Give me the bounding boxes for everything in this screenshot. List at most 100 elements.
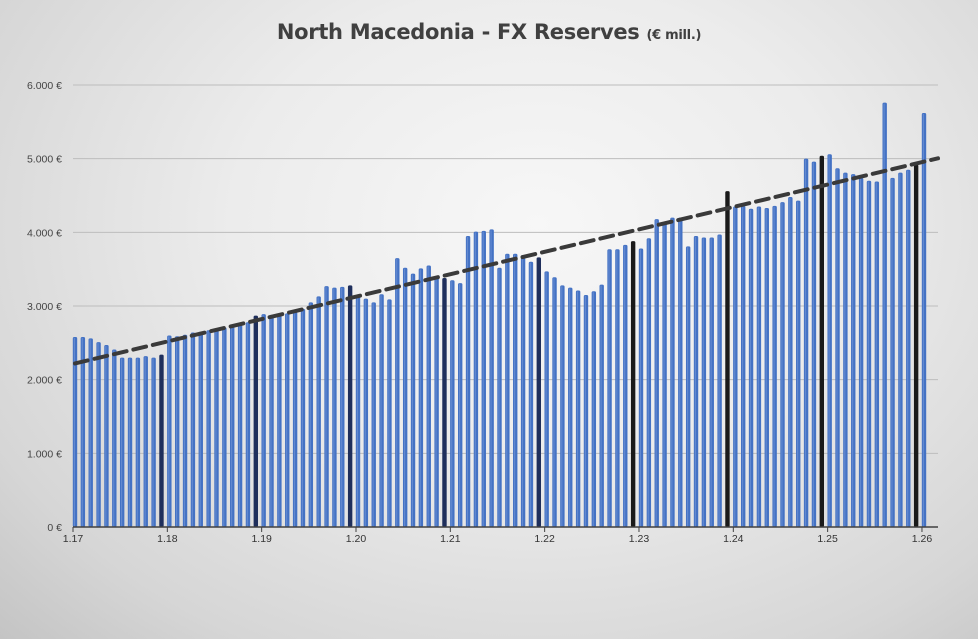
bar-highlight xyxy=(624,245,626,527)
bar-highlight xyxy=(592,292,594,527)
bar-highlight xyxy=(844,173,846,527)
bar-highlight xyxy=(152,358,154,527)
bar-highlight xyxy=(828,155,830,527)
bar-highlight xyxy=(804,159,807,527)
bar-highlight xyxy=(907,170,909,527)
bar-highlight xyxy=(168,336,170,527)
bar-highlight xyxy=(380,295,382,527)
y-tick-label: 6.000 € xyxy=(27,80,62,92)
bar-highlight xyxy=(529,262,531,527)
bar-highlight xyxy=(521,256,524,527)
x-tick-label: 1.25 xyxy=(817,533,838,545)
bar-highlight xyxy=(356,297,358,527)
bar-highlight xyxy=(781,203,783,527)
bar-highlight xyxy=(569,288,571,527)
bar-highlight xyxy=(789,197,791,527)
bar-december xyxy=(913,164,919,527)
bar-highlight xyxy=(144,357,146,527)
bar-highlight xyxy=(859,178,862,527)
bar-highlight xyxy=(293,312,296,527)
bar-highlight xyxy=(411,274,414,527)
bar-highlight xyxy=(97,343,99,527)
bar-highlight xyxy=(372,303,374,527)
bar-highlight xyxy=(490,230,492,528)
bar-highlight xyxy=(451,281,453,527)
y-tick-label: 3.000 € xyxy=(27,301,62,313)
y-tick-label: 2.000 € xyxy=(27,375,62,387)
bar-highlight xyxy=(616,250,618,527)
bar-highlight xyxy=(474,232,476,527)
chart-title-main: North Macedonia - FX Reserves xyxy=(276,20,640,44)
bar-highlight xyxy=(309,303,311,527)
bar-highlight xyxy=(113,350,115,527)
bar-december xyxy=(347,285,353,527)
bar-december xyxy=(819,155,825,527)
bar-highlight xyxy=(867,181,869,527)
bar-highlight xyxy=(262,315,264,527)
bar xyxy=(80,336,86,527)
bar-highlight xyxy=(498,268,500,527)
bar-december xyxy=(253,315,259,527)
bar-highlight xyxy=(702,238,704,528)
bar-highlight xyxy=(246,323,248,527)
bar-highlight xyxy=(128,358,131,527)
bar-highlight xyxy=(325,287,327,527)
bar-highlight xyxy=(671,218,673,527)
bar-highlight xyxy=(561,286,563,527)
bar-highlight xyxy=(238,325,241,527)
chart-title: North Macedonia - FX Reserves (€ mill.) xyxy=(0,20,978,44)
bar-highlight xyxy=(757,207,759,528)
bar-highlight xyxy=(466,237,469,527)
bar-highlight xyxy=(223,328,225,527)
bar-december xyxy=(536,257,542,527)
bar-highlight xyxy=(388,300,390,527)
y-tick-label: 1.000 € xyxy=(27,448,62,460)
bar-highlight xyxy=(301,309,303,527)
bar-highlight xyxy=(734,207,736,528)
bar-highlight xyxy=(686,247,689,527)
bar xyxy=(88,338,93,527)
bar-highlight xyxy=(773,206,775,527)
bar-highlight xyxy=(191,333,193,527)
bar-december xyxy=(159,354,164,527)
bar-highlight xyxy=(341,287,343,527)
bar-highlight xyxy=(545,272,547,527)
bar-highlight xyxy=(608,250,610,527)
bar-highlight xyxy=(852,175,854,528)
bar-highlight xyxy=(278,315,280,527)
bar-highlight xyxy=(270,315,272,527)
bar-highlight xyxy=(396,259,398,527)
bar-highlight xyxy=(286,314,288,527)
bar-highlight xyxy=(741,206,744,527)
y-tick-label: 0 € xyxy=(47,522,62,534)
y-tick-label: 4.000 € xyxy=(27,227,62,239)
bar-december xyxy=(442,278,447,527)
bar-highlight xyxy=(207,331,209,527)
bar-december xyxy=(725,191,730,527)
bar-highlight xyxy=(482,231,484,528)
bar-highlight xyxy=(891,178,893,527)
chart-title-unit: (€ mill.) xyxy=(646,28,702,43)
bar-highlight xyxy=(694,237,697,527)
bar-highlight xyxy=(812,162,814,527)
bar xyxy=(112,349,117,527)
bar-highlight xyxy=(663,223,665,527)
bar-highlight xyxy=(105,346,107,527)
bar-highlight xyxy=(797,201,799,527)
x-tick-label: 1.18 xyxy=(157,533,178,545)
bar-highlight xyxy=(718,235,720,527)
bar-highlight xyxy=(883,103,885,528)
bar-highlight xyxy=(506,254,508,528)
bar-highlight xyxy=(514,254,516,528)
bar-highlight xyxy=(136,358,138,527)
x-tick-label: 1.21 xyxy=(440,533,461,545)
x-tick-label: 1.23 xyxy=(629,533,650,545)
bar-highlight xyxy=(333,288,335,527)
bar-highlight xyxy=(231,326,233,527)
bar-highlight xyxy=(576,291,579,527)
bar-highlight xyxy=(364,299,366,527)
x-tick-label: 1.24 xyxy=(723,533,744,545)
bar-highlight xyxy=(922,113,924,527)
x-tick-label: 1.17 xyxy=(63,533,84,545)
